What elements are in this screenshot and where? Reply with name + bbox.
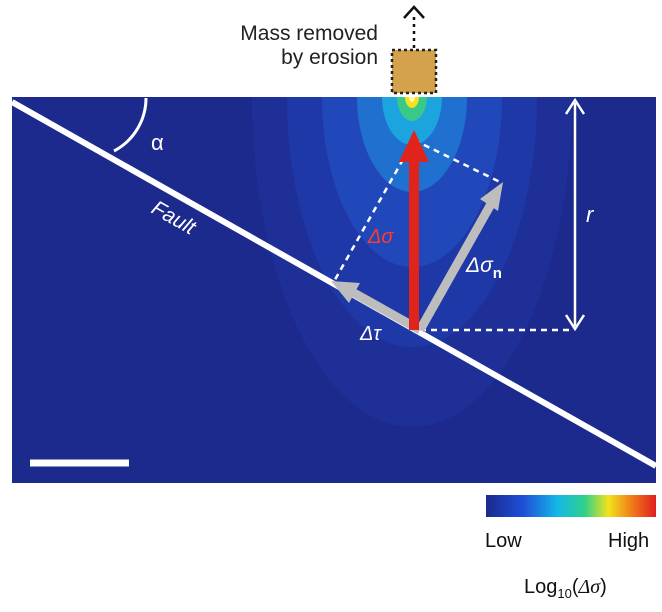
alpha-arc (113, 97, 148, 153)
colorbar-high-label: High (608, 530, 650, 552)
stress-change-arrow (399, 130, 429, 330)
r-dimension-arrow (564, 97, 586, 332)
dashed-construction-lines (330, 138, 570, 332)
colorbar (486, 495, 656, 517)
normal-stress-arrow (416, 182, 503, 333)
delta-sigma-label: Δσ (367, 226, 394, 248)
colorbar-low-label: Low (485, 530, 522, 552)
delta-tau-label: Δτ (359, 323, 382, 345)
alpha-label: α (151, 130, 164, 155)
delta-sigma-n-label: Δσn (465, 254, 502, 282)
caption-line-2: by erosion (281, 46, 378, 69)
caption-line-1: Mass removed (240, 22, 378, 45)
mass-removed-caption: Mass removed by erosion (180, 22, 378, 70)
upward-dotted-arrow (403, 5, 425, 48)
r-label: r (586, 202, 595, 227)
colorbar-title: Log10(Δσ) (524, 576, 607, 601)
removed-mass-block (390, 48, 438, 95)
